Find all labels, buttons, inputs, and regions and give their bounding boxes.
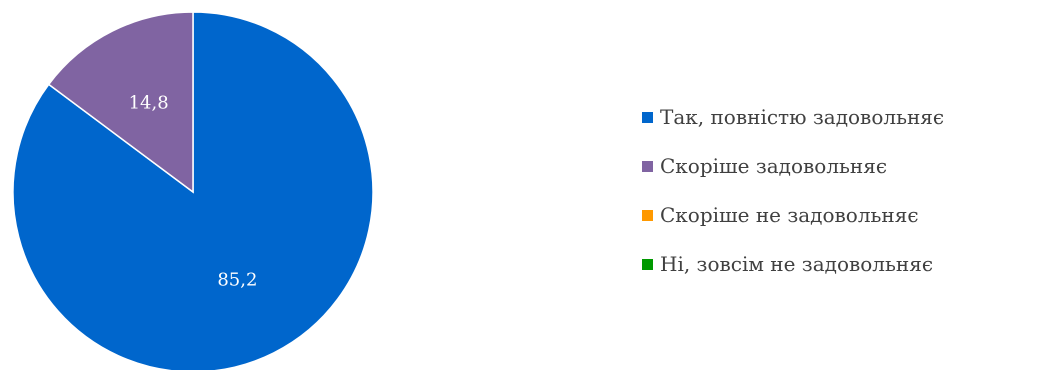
pie-slices <box>12 11 374 370</box>
pie-slice-1 <box>47 11 194 194</box>
legend-item-rather-satisfied: Скоріше задовольняє <box>642 153 944 179</box>
legend-swatch-not-satisfied-at-all <box>642 258 653 270</box>
legend-swatch-rather-not-satisfied <box>642 209 653 221</box>
legend-label-rather-satisfied: Скоріше задовольняє <box>660 154 888 178</box>
pie-data-label-0: 85,2 <box>217 269 257 290</box>
legend-item-rather-not-satisfied: Скоріше не задовольняє <box>642 202 944 228</box>
pie-data-labels: 85,2 14,8 <box>129 93 258 291</box>
legend-label-fully-satisfied: Так, повністю задовольняє <box>660 105 945 129</box>
pie-slice-0 <box>12 11 374 370</box>
legend-item-fully-satisfied: Так, повністю задовольняє <box>642 104 944 130</box>
legend: Так, повністю задовольняє Скоріше задово… <box>642 104 944 300</box>
legend-swatch-fully-satisfied <box>642 111 653 123</box>
legend-item-not-satisfied-at-all: Ні, зовсім не задовольняє <box>642 251 944 277</box>
legend-label-not-satisfied-at-all: Ні, зовсім не задовольняє <box>660 252 934 276</box>
pie-data-label-1: 14,8 <box>129 93 169 114</box>
legend-label-rather-not-satisfied: Скоріше не задовольняє <box>660 203 919 227</box>
legend-swatch-rather-satisfied <box>642 160 653 172</box>
